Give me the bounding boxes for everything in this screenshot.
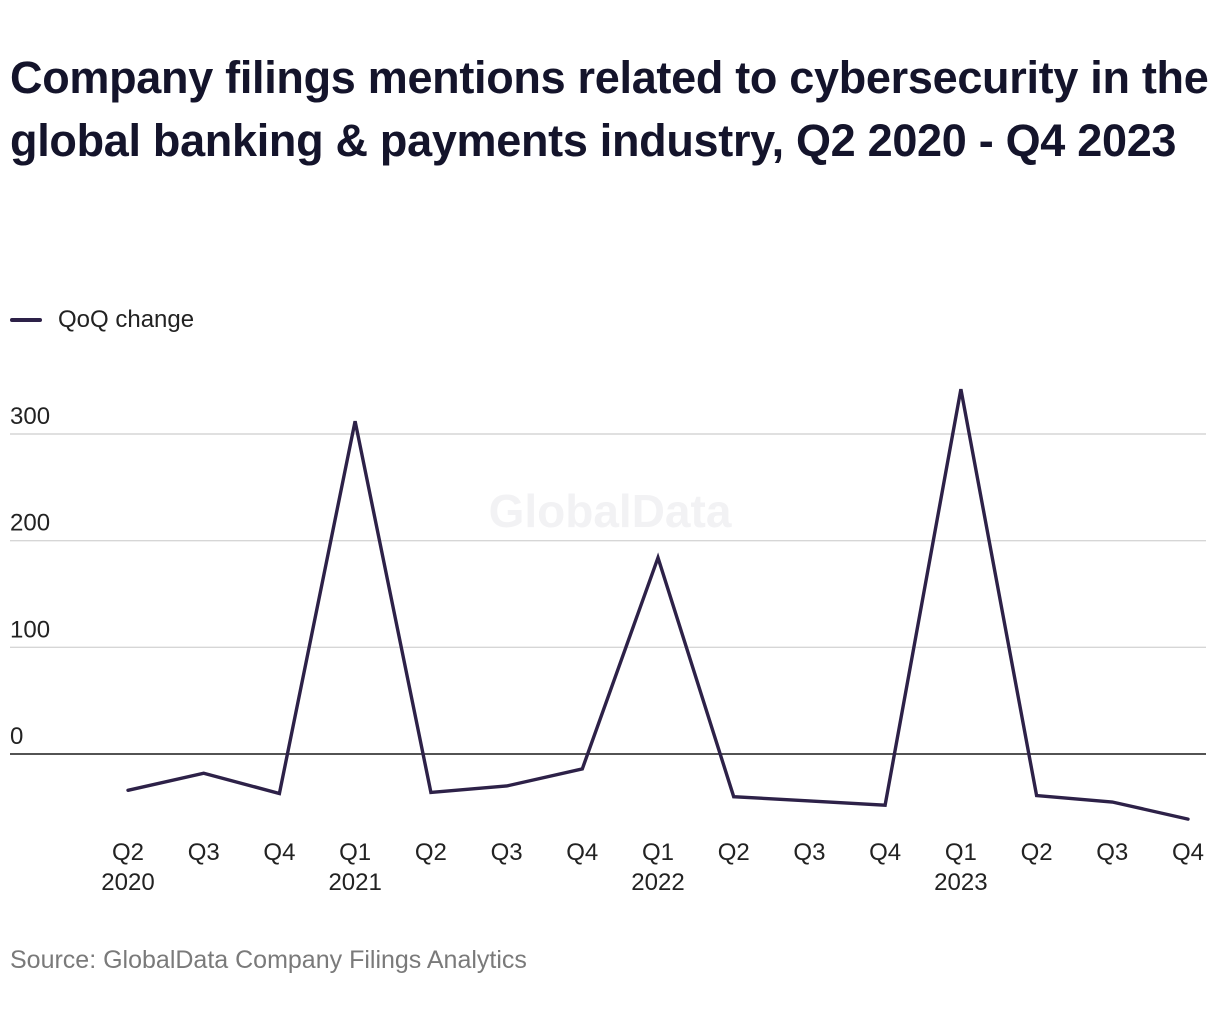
legend: QoQ change	[10, 306, 194, 334]
x-tick-label: Q1	[642, 839, 674, 866]
y-tick-label: 200	[10, 510, 50, 537]
chart-title: Company filings mentions related to cybe…	[10, 52, 1209, 166]
legend-line-swatch	[10, 318, 42, 322]
x-tick-label: Q2	[415, 839, 447, 866]
x-tick-label: Q4	[1172, 839, 1204, 866]
x-tick-label: Q4	[869, 839, 901, 866]
legend-label: QoQ change	[58, 306, 195, 333]
x-tick-label: Q4	[263, 839, 295, 866]
x-tick-year-label: 2023	[934, 869, 987, 896]
x-tick-year-label: 2021	[328, 869, 381, 896]
x-tick-label: Q3	[491, 839, 523, 866]
x-tick-label: Q3	[188, 839, 220, 866]
x-tick-year-label: 2022	[631, 869, 684, 896]
x-tick-label: Q2	[718, 839, 750, 866]
x-tick-label: Q3	[793, 839, 825, 866]
x-tick-label: Q3	[1096, 839, 1128, 866]
x-tick-label: Q4	[566, 839, 598, 866]
y-tick-label: 300	[10, 403, 50, 430]
source-note: Source: GlobalData Company Filings Analy…	[10, 946, 527, 974]
x-tick-year-label: 2020	[101, 869, 154, 896]
x-tick-label: Q1	[945, 839, 977, 866]
y-tick-label: 100	[10, 616, 50, 643]
x-tick-label: Q1	[339, 839, 371, 866]
y-tick-label: 0	[10, 723, 23, 750]
watermark: GlobalData	[489, 485, 732, 537]
x-tick-label: Q2	[1021, 839, 1053, 866]
x-tick-label: Q2	[112, 839, 144, 866]
